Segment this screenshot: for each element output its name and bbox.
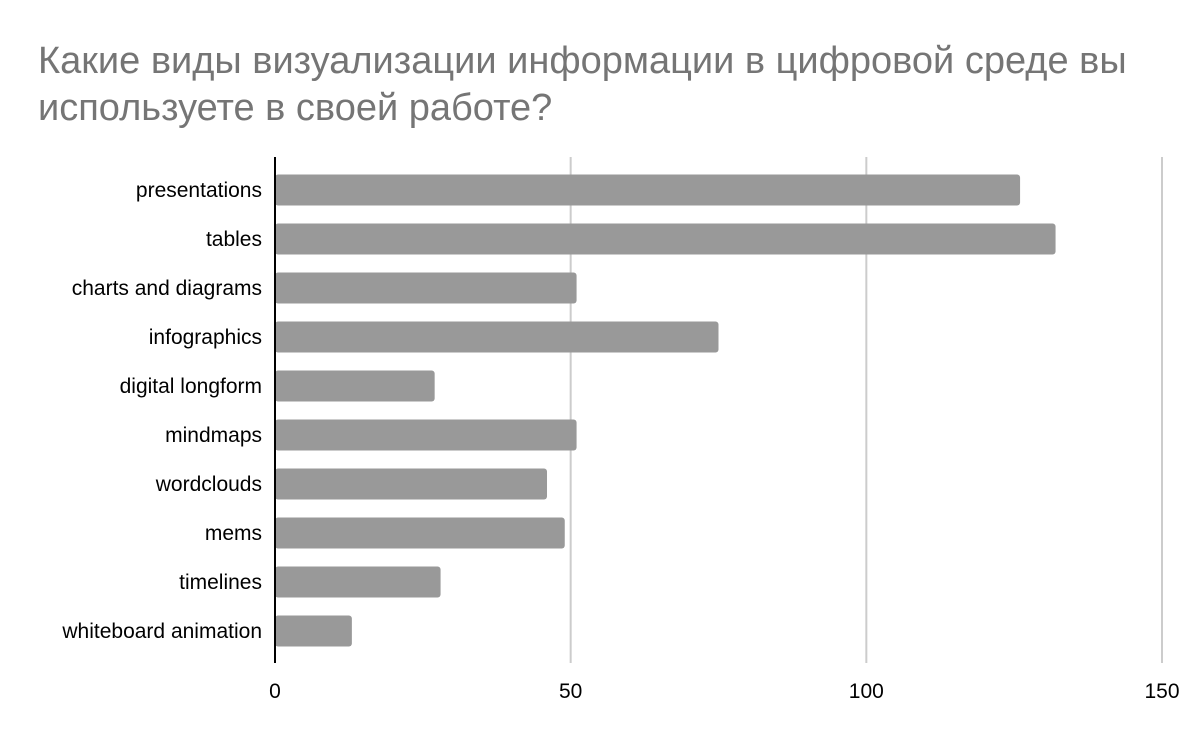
category-label: mems (205, 522, 262, 545)
x-tick-label: 100 (849, 680, 884, 703)
bar-charts-and-diagrams (275, 272, 577, 304)
x-tick-label: 0 (269, 680, 281, 703)
x-tick-label: 150 (1144, 680, 1179, 703)
category-label: infographics (149, 326, 262, 349)
category-label: charts and diagrams (72, 277, 262, 300)
bar-mindmaps (275, 419, 577, 451)
bar-digital-longform (275, 370, 435, 402)
category-label: tables (206, 228, 262, 251)
category-label: digital longform (120, 375, 262, 398)
category-label: wordclouds (155, 473, 262, 496)
category-label: whiteboard animation (61, 620, 262, 643)
bar-infographics (275, 321, 719, 353)
bars (275, 174, 1056, 647)
chart-title: Какие виды визуализации информации в циф… (38, 40, 1127, 129)
category-labels: presentations tables charts and diagrams in… (61, 179, 262, 643)
x-tick-labels: 0 50 100 150 (269, 680, 1179, 703)
bar-presentations (275, 174, 1021, 206)
category-label: presentations (136, 179, 262, 202)
x-tick-label: 50 (559, 680, 582, 703)
category-label: timelines (179, 571, 262, 594)
bar-tables (275, 223, 1056, 255)
bar-timelines (275, 566, 441, 598)
category-label: mindmaps (165, 424, 262, 447)
bar-mems (275, 517, 565, 549)
bar-wordclouds (275, 468, 548, 500)
bar-whiteboard-animation (275, 615, 352, 647)
